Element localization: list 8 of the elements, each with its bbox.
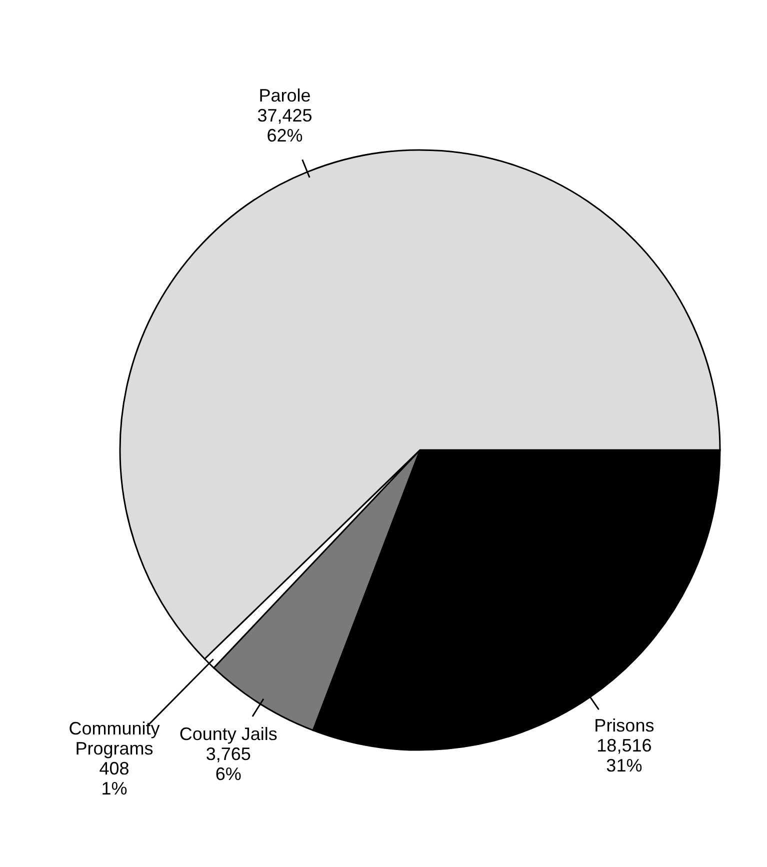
data-label: 18,516 31% [596, 735, 652, 776]
slice-label: Parole [258, 85, 311, 106]
slice-label: Prisons [594, 715, 654, 736]
slice-label: Community Programs [68, 718, 160, 758]
data-label: 37,425 62% [257, 105, 312, 146]
slice-label: County Jails [179, 724, 278, 744]
data-label: 408 1% [99, 758, 130, 798]
data-label: 3,765 6% [206, 744, 251, 784]
